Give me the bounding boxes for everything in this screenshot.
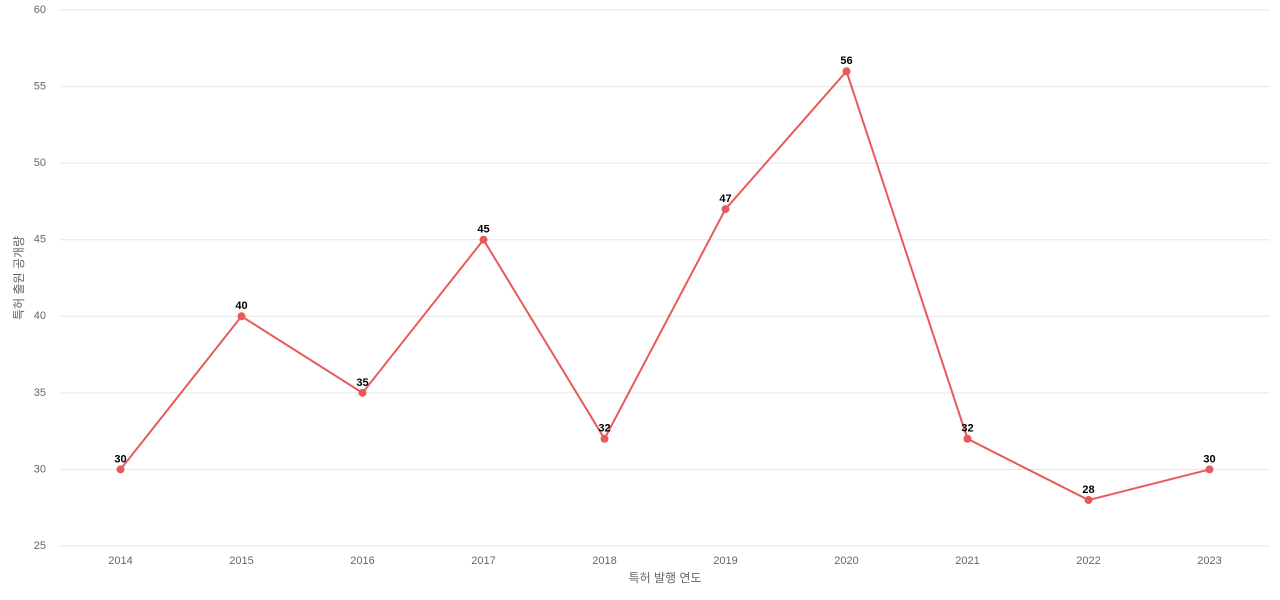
x-tick-label: 2016 <box>350 555 374 567</box>
x-tick-label: 2015 <box>229 555 253 567</box>
point <box>842 67 851 76</box>
x-tick-label: 2021 <box>955 555 979 567</box>
y-tick-label: 50 <box>34 157 46 169</box>
point <box>237 312 246 321</box>
point <box>358 388 367 397</box>
y-tick-label: 25 <box>34 540 46 552</box>
point <box>963 434 972 443</box>
value-label: 45 <box>477 224 489 236</box>
x-tick-label: 2018 <box>592 555 616 567</box>
point <box>1084 496 1093 505</box>
y-axis-title: 특허 출원 공개량 <box>12 236 26 320</box>
y-tick-label: 60 <box>34 4 46 16</box>
y-tick-label: 45 <box>34 234 46 246</box>
value-label: 56 <box>840 55 852 67</box>
point <box>721 205 730 214</box>
x-tick-label: 2017 <box>471 555 495 567</box>
x-tick-label: 2023 <box>1197 555 1221 567</box>
value-label: 32 <box>961 423 973 435</box>
x-tick-label: 2022 <box>1076 555 1100 567</box>
line <box>119 69 1210 502</box>
point <box>116 465 125 474</box>
value-label: 30 <box>114 453 126 465</box>
x-tick-label: 2014 <box>108 555 132 567</box>
value-label: 28 <box>1082 484 1094 496</box>
point <box>479 235 488 244</box>
value-label: 47 <box>719 193 731 205</box>
x-tick-label: 2020 <box>834 555 858 567</box>
y-tick-label: 40 <box>34 310 46 322</box>
value-label: 35 <box>356 377 368 389</box>
y-tick-label: 30 <box>34 463 46 475</box>
value-label: 40 <box>235 300 247 312</box>
y-tick-label: 55 <box>34 80 46 92</box>
x-tick-label: 2019 <box>713 555 737 567</box>
value-label: 30 <box>1203 453 1215 465</box>
point <box>600 434 609 443</box>
y-tick-label: 35 <box>34 387 46 399</box>
x-axis-title: 특허 발행 연도 <box>629 570 702 585</box>
value-label: 32 <box>598 423 610 435</box>
point <box>1205 465 1214 474</box>
